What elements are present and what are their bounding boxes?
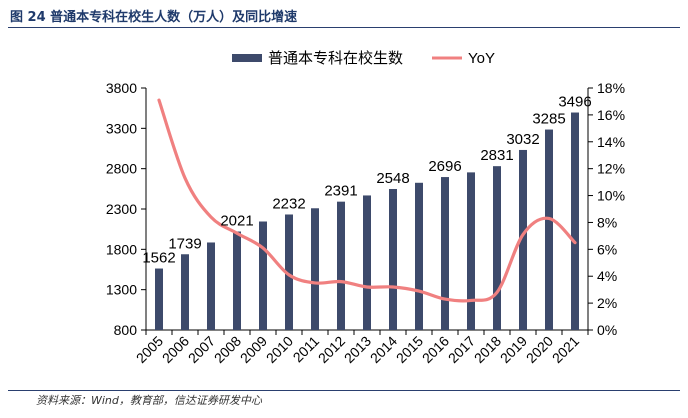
data-label-2020: 3285 xyxy=(532,111,565,128)
data-label-2021: 3496 xyxy=(558,94,591,111)
source-note: 资料来源：Wind，教育部，信达证券研发中心 xyxy=(36,394,262,407)
chart-canvas: 普通本专科在校生数 YoY 800 1300 1800 2300 2800 3300 380… xyxy=(106,50,625,366)
bar-2013 xyxy=(363,195,371,330)
x-axis-tick-label: 2005 xyxy=(133,333,166,366)
x-axis-tick-label: 2021 xyxy=(549,333,582,366)
left-axis-tick-label: 3300 xyxy=(106,120,137,136)
x-axis-tick-label: 2015 xyxy=(393,333,426,366)
legend-label-students: 普通本专科在校生数 xyxy=(268,50,403,67)
right-axis-tick-label: 10% xyxy=(597,188,625,204)
bar-2010 xyxy=(285,214,293,330)
right-axis-tick-label: 2% xyxy=(597,295,617,311)
source-divider xyxy=(8,390,680,391)
right-axis-tick-label: 18% xyxy=(597,80,625,96)
x-axis-tick-label: 2020 xyxy=(523,333,556,366)
left-axis-tick-label: 800 xyxy=(114,322,138,338)
figure-title: 图 24 普通本专科在校生人数（万人）及同比增速 xyxy=(10,10,298,25)
data-label-2016: 2696 xyxy=(428,158,461,175)
x-axis-tick-label: 2014 xyxy=(367,333,400,366)
left-axis-tick-label: 2800 xyxy=(106,161,137,177)
x-axis-tick-label: 2013 xyxy=(341,333,374,366)
bar-2015 xyxy=(415,182,423,330)
data-label-2012: 2391 xyxy=(324,183,357,200)
x-axis-tick-label: 2007 xyxy=(185,333,218,366)
x-axis-tick-label: 2018 xyxy=(471,333,504,366)
x-axis-tick-label: 2006 xyxy=(159,333,192,366)
bar-2007 xyxy=(207,242,215,330)
right-axis-tick-label: 16% xyxy=(597,107,625,123)
legend: 普通本专科在校生数 YoY xyxy=(232,50,495,67)
bar-2020 xyxy=(545,129,553,330)
left-axis-tick-label: 1300 xyxy=(106,282,137,298)
right-axis-tick-label: 6% xyxy=(597,241,617,257)
left-axis-tick-label: 1800 xyxy=(106,241,137,257)
bar-2012 xyxy=(337,201,345,330)
bar-2021 xyxy=(571,112,579,330)
x-axis-tick-label: 2019 xyxy=(497,333,530,366)
bar-2005 xyxy=(155,268,163,330)
bar-2017 xyxy=(467,172,475,330)
data-label-2010: 2232 xyxy=(272,195,305,212)
x-axis-tick-label: 2011 xyxy=(290,333,323,366)
bar-series xyxy=(155,112,579,330)
bar-2019 xyxy=(519,149,527,330)
left-axis-tick-label: 3800 xyxy=(106,80,137,96)
data-label-2006: 1739 xyxy=(168,235,201,252)
x-axis-tick-label: 2012 xyxy=(315,333,348,366)
legend-label-yoy: YoY xyxy=(468,50,495,67)
x-axis-tick-label: 2016 xyxy=(419,333,452,366)
bar-2016 xyxy=(441,177,449,330)
bar-2009 xyxy=(259,221,267,330)
data-label-2018: 2831 xyxy=(480,147,513,164)
legend-swatch-students xyxy=(232,54,262,62)
bar-2014 xyxy=(389,188,397,330)
right-axis-tick-label: 8% xyxy=(597,214,617,230)
x-axis-tick-label: 2010 xyxy=(263,333,296,366)
data-label-2019: 3032 xyxy=(506,131,539,148)
data-label-2005: 1562 xyxy=(142,250,175,267)
bar-2011 xyxy=(311,208,319,330)
bar-2018 xyxy=(493,166,501,330)
bar-2008 xyxy=(233,231,241,330)
x-axis-tick-label: 2009 xyxy=(237,333,270,366)
x-axis-tick-label: 2008 xyxy=(211,333,244,366)
left-axis-tick-label: 2300 xyxy=(106,201,137,217)
right-axis-tick-label: 14% xyxy=(597,134,625,150)
data-label-2014: 2548 xyxy=(376,170,409,187)
bar-2006 xyxy=(181,254,189,330)
yoy-line xyxy=(157,98,577,303)
yoy-series xyxy=(157,98,577,303)
right-axis-tick-label: 0% xyxy=(597,322,617,338)
right-axis-tick-label: 4% xyxy=(597,268,617,284)
right-axis-tick-label: 12% xyxy=(597,161,625,177)
data-label-2008: 2021 xyxy=(220,213,253,230)
title-divider xyxy=(8,27,680,28)
x-axis-tick-label: 2017 xyxy=(445,333,478,366)
